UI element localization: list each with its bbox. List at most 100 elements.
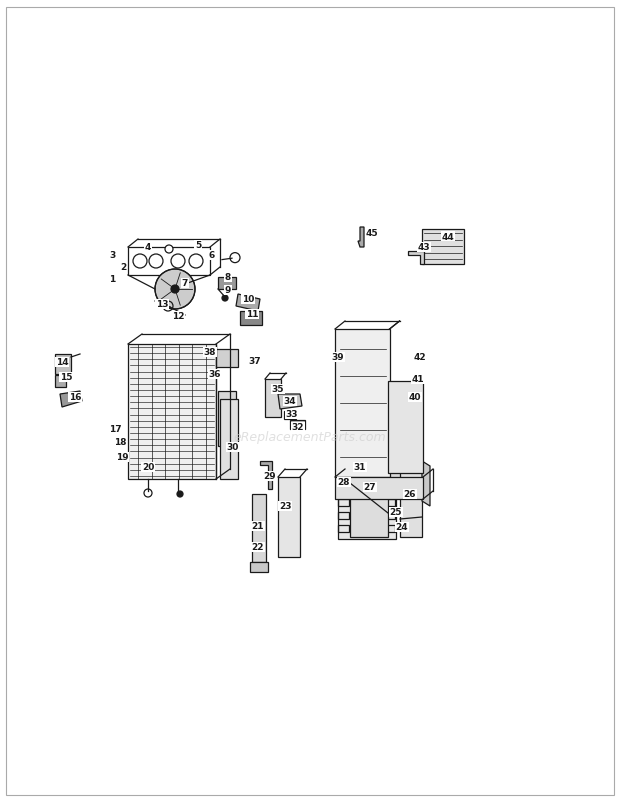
Bar — [338, 451, 396, 540]
Text: 34: 34 — [284, 397, 296, 406]
Bar — [216, 349, 238, 368]
Bar — [252, 495, 266, 562]
Text: 9: 9 — [225, 286, 231, 296]
Circle shape — [177, 491, 183, 497]
Text: 12: 12 — [172, 312, 184, 321]
Circle shape — [165, 246, 173, 254]
Polygon shape — [284, 411, 296, 419]
Polygon shape — [260, 462, 272, 489]
Bar — [384, 499, 395, 506]
Polygon shape — [422, 462, 430, 507]
Circle shape — [171, 286, 179, 294]
Text: 25: 25 — [390, 507, 402, 517]
Circle shape — [171, 255, 185, 269]
Text: 15: 15 — [60, 373, 73, 382]
Text: 16: 16 — [69, 393, 81, 402]
Text: 37: 37 — [249, 357, 261, 366]
Bar — [128, 247, 210, 275]
Text: 24: 24 — [396, 523, 409, 532]
Bar — [338, 486, 349, 493]
Text: 42: 42 — [414, 353, 427, 362]
Text: 13: 13 — [156, 300, 168, 309]
Circle shape — [189, 255, 203, 269]
Text: 17: 17 — [108, 425, 122, 434]
Bar — [55, 355, 71, 374]
Text: 32: 32 — [292, 423, 304, 432]
Bar — [218, 392, 236, 446]
Text: 43: 43 — [418, 243, 430, 252]
Circle shape — [149, 255, 163, 269]
Text: 14: 14 — [56, 358, 68, 367]
Bar — [338, 525, 349, 532]
Bar — [384, 486, 395, 493]
Text: 35: 35 — [272, 385, 284, 394]
Bar — [338, 499, 349, 506]
Bar — [384, 459, 395, 467]
Text: 30: 30 — [227, 443, 239, 452]
Text: 28: 28 — [338, 478, 350, 487]
Bar — [338, 459, 349, 467]
Text: 29: 29 — [264, 472, 277, 481]
Text: 11: 11 — [246, 310, 259, 319]
Text: 18: 18 — [113, 438, 126, 447]
Text: 8: 8 — [225, 273, 231, 282]
Bar — [265, 380, 281, 418]
Text: 19: 19 — [116, 453, 128, 462]
Text: 44: 44 — [441, 232, 454, 241]
Text: 38: 38 — [204, 348, 216, 357]
Bar — [361, 499, 372, 506]
Text: 23: 23 — [279, 502, 291, 511]
Text: 4: 4 — [145, 243, 151, 252]
Text: 5: 5 — [195, 241, 201, 251]
Text: 2: 2 — [120, 263, 126, 272]
Text: 3: 3 — [109, 251, 115, 259]
Text: 27: 27 — [364, 483, 376, 492]
Bar — [388, 381, 423, 473]
Bar — [128, 344, 216, 479]
Circle shape — [155, 270, 195, 310]
Bar — [384, 473, 395, 479]
Polygon shape — [236, 295, 260, 312]
Text: 41: 41 — [412, 375, 424, 384]
Bar — [361, 486, 372, 493]
Bar — [388, 446, 418, 496]
Bar — [338, 512, 349, 520]
Text: 7: 7 — [182, 279, 188, 288]
Bar — [240, 312, 262, 325]
Polygon shape — [278, 394, 302, 410]
Bar — [220, 400, 238, 479]
Bar — [384, 512, 395, 520]
Text: 40: 40 — [409, 393, 421, 402]
Text: 33: 33 — [286, 410, 298, 419]
Bar — [422, 230, 464, 265]
Text: 21: 21 — [252, 522, 264, 531]
Bar — [218, 278, 236, 290]
Text: 39: 39 — [332, 353, 344, 362]
Polygon shape — [408, 251, 424, 265]
Text: 22: 22 — [252, 543, 264, 552]
Text: 36: 36 — [209, 370, 221, 379]
Text: 10: 10 — [242, 296, 254, 304]
Text: 26: 26 — [404, 490, 416, 499]
Bar — [335, 478, 423, 499]
Bar — [361, 459, 372, 467]
Circle shape — [133, 255, 147, 269]
Bar — [350, 483, 388, 537]
Polygon shape — [60, 392, 82, 407]
Bar — [338, 473, 349, 479]
Circle shape — [159, 300, 165, 307]
Bar — [400, 459, 422, 537]
Text: 20: 20 — [142, 463, 154, 472]
Bar — [361, 473, 372, 479]
Text: eReplacementParts.com: eReplacementParts.com — [234, 431, 386, 444]
Polygon shape — [290, 421, 305, 430]
Bar — [335, 329, 389, 478]
Bar — [278, 478, 300, 557]
Bar — [384, 525, 395, 532]
Bar — [250, 562, 268, 573]
Bar — [361, 525, 372, 532]
Text: 1: 1 — [109, 275, 115, 284]
Bar — [361, 512, 372, 520]
Polygon shape — [55, 376, 66, 388]
Polygon shape — [358, 228, 364, 247]
